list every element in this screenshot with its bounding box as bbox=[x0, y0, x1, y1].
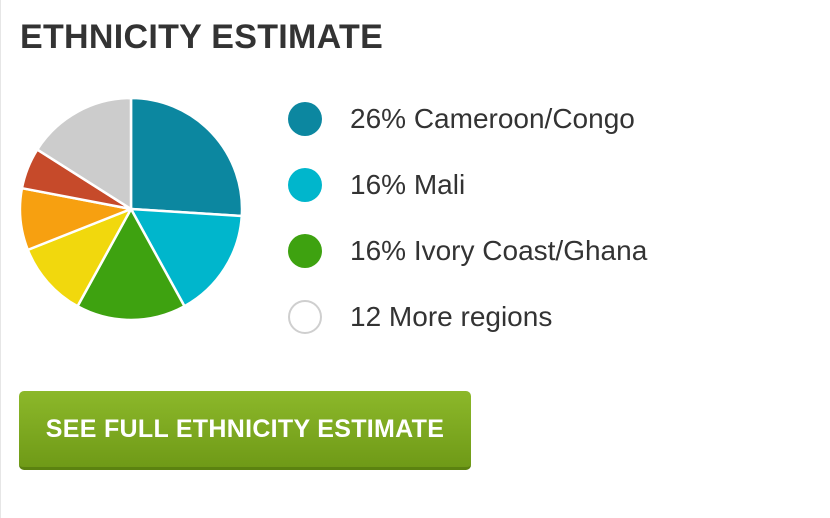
card-border bbox=[0, 0, 5, 518]
section-title: ETHNICITY ESTIMATE bbox=[20, 18, 384, 56]
legend-dot-mali bbox=[288, 168, 322, 202]
pie-slice-1 bbox=[129, 207, 244, 308]
pie-slice-6 bbox=[36, 96, 133, 211]
pie-slice-2 bbox=[76, 207, 186, 322]
legend-dot-cameroon-congo bbox=[288, 102, 322, 136]
legend-item-ivory-coast-ghana: 16% Ivory Coast/Ghana bbox=[288, 218, 647, 284]
ethnicity-pie-chart bbox=[18, 96, 244, 322]
legend-item-mali: 16% Mali bbox=[288, 152, 647, 218]
pie-slice-3 bbox=[26, 207, 133, 308]
legend-item-more-regions: 12 More regions bbox=[288, 284, 647, 350]
pie-slice-0 bbox=[129, 96, 244, 218]
legend-label: 26% Cameroon/Congo bbox=[350, 103, 635, 134]
legend-dot-ivory-coast-ghana bbox=[288, 234, 322, 268]
legend-dot-more-regions bbox=[288, 300, 322, 334]
legend-label: 12 More regions bbox=[350, 301, 553, 332]
legend-item-cameroon-congo: 26% Cameroon/Congo bbox=[288, 86, 647, 152]
legend-label: 16% Ivory Coast/Ghana bbox=[350, 235, 648, 266]
legend: 26% Cameroon/Congo 16% Mali 16% Ivory Co… bbox=[288, 100, 647, 364]
see-full-estimate-button[interactable]: SEE FULL ETHNICITY ESTIMATE bbox=[19, 391, 471, 470]
legend-label: 16% Mali bbox=[350, 169, 466, 200]
